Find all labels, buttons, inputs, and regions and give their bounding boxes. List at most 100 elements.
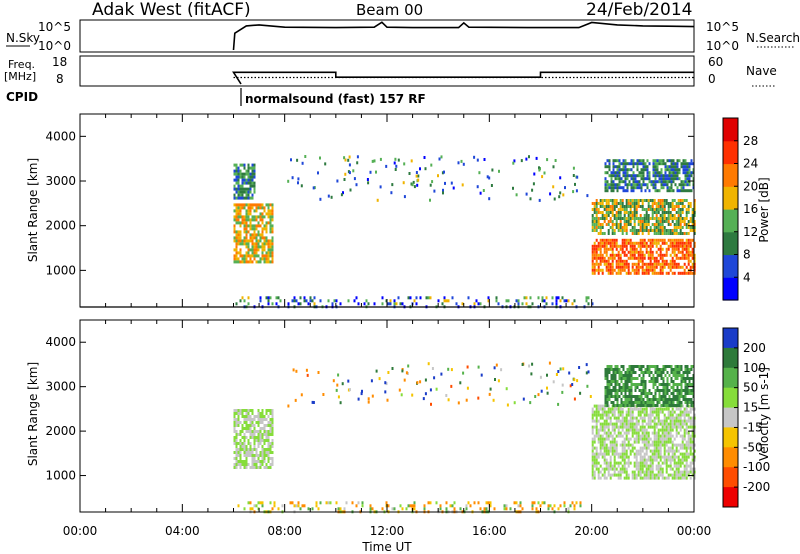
- heatmap-cell: [245, 448, 248, 451]
- heatmap-cell: [641, 446, 644, 450]
- heatmap-cell: [658, 171, 661, 175]
- heatmap-cell: [612, 168, 615, 172]
- heatmap-cell: [604, 371, 607, 374]
- heatmap-cell: [487, 296, 490, 300]
- heatmap-cell: [572, 166, 575, 170]
- heatmap-cell: [367, 397, 370, 401]
- heatmap-cell: [637, 440, 640, 444]
- heatmap-cell: [675, 476, 678, 480]
- heatmap-cell: [672, 368, 675, 371]
- heatmap-cell: [356, 155, 359, 159]
- heatmap-cell: [241, 172, 244, 176]
- heatmap-cell: [335, 501, 338, 505]
- heatmap-cell: [641, 437, 644, 441]
- heatmap-cell: [235, 436, 238, 439]
- heatmap-cell: [674, 168, 677, 172]
- heatmap-cell: [247, 448, 250, 451]
- heatmap-cell: [322, 393, 325, 396]
- heatmap-cell: [644, 392, 647, 395]
- heatmap-cell: [677, 232, 680, 235]
- heatmap-cell: [639, 425, 642, 429]
- heatmap-cell: [647, 464, 650, 468]
- heatmap-cell: [673, 214, 676, 217]
- heatmap-cell: [263, 242, 266, 246]
- heatmap-cell: [636, 377, 639, 380]
- heatmap-cell: [378, 377, 381, 381]
- heatmap-cell: [267, 302, 270, 306]
- heatmap-cell: [595, 256, 598, 260]
- heatmap-cell: [678, 368, 681, 371]
- heatmap-cell: [477, 302, 480, 306]
- heatmap-cell: [599, 232, 602, 235]
- heatmap-cell: [233, 236, 236, 240]
- heatmap-cell: [241, 442, 244, 445]
- heatmap-cell: [675, 473, 678, 477]
- heatmap-cell: [637, 199, 640, 202]
- heatmap-cell: [233, 442, 236, 445]
- heatmap-cell: [687, 205, 690, 208]
- heatmap-cell: [593, 470, 596, 474]
- heatmap-cell: [617, 244, 620, 248]
- heatmap-cell: [575, 501, 578, 505]
- heatmap-cell: [373, 159, 376, 163]
- heatmap-cell: [444, 181, 446, 185]
- heatmap-cell: [603, 199, 606, 202]
- heatmap-cell: [597, 467, 600, 471]
- heatmap-cell: [673, 226, 676, 229]
- heatmap-cell: [683, 428, 686, 432]
- heatmap-cell: [445, 507, 448, 511]
- heatmap-cell: [253, 460, 256, 463]
- heatmap-cell: [616, 395, 619, 398]
- heatmap-cell: [649, 238, 652, 242]
- heatmap-cell: [597, 419, 600, 423]
- heatmap-cell: [257, 230, 260, 234]
- heatmap-cell: [255, 415, 258, 418]
- heatmap-cell: [668, 168, 671, 172]
- heatmap-cell: [610, 389, 613, 392]
- heatmap-cell: [677, 220, 680, 223]
- heatmap-cell: [647, 470, 650, 474]
- heatmap-cell: [595, 410, 598, 414]
- heatmap-cell: [259, 412, 262, 415]
- heatmap-cell: [265, 212, 268, 216]
- heatmap-cell: [235, 254, 238, 258]
- heatmap-cell: [243, 257, 246, 261]
- heatmap-cell: [257, 439, 260, 442]
- heatmap-cell: [624, 174, 627, 178]
- heatmap-cell: [245, 421, 248, 424]
- heatmap-cell: [612, 368, 615, 371]
- heatmap-cell: [631, 253, 634, 257]
- heatmap-cell: [601, 214, 604, 217]
- heatmap-cell: [633, 437, 636, 441]
- heatmap-cell: [647, 467, 650, 471]
- heatmap-cell: [637, 223, 640, 226]
- heatmap-cell: [688, 392, 691, 395]
- heatmap-cell: [614, 374, 617, 377]
- heatmap-cell: [685, 238, 688, 242]
- heatmap-cell: [597, 208, 600, 211]
- heatmap-cell: [654, 183, 657, 187]
- heatmap-cell: [669, 449, 672, 453]
- heatmap-cell: [269, 466, 272, 469]
- heatmap-cell: [666, 183, 669, 187]
- heatmap-cell: [591, 443, 594, 447]
- colorbar-swatch: [723, 231, 738, 256]
- heatmap-cell: [603, 422, 606, 426]
- heatmap-cell: [660, 371, 663, 374]
- heatmap-cell: [661, 268, 664, 272]
- heatmap-cell: [628, 174, 631, 178]
- heatmap-cell: [617, 413, 620, 417]
- heatmap-cell: [685, 455, 688, 459]
- heatmap-cell: [613, 244, 616, 248]
- heatmap-cell: [538, 168, 541, 172]
- heatmap-cell: [249, 454, 252, 457]
- heatmap-cell: [669, 431, 672, 435]
- heatmap-cell: [665, 455, 668, 459]
- heatmap-cell: [611, 413, 614, 417]
- heatmap-cell: [599, 428, 602, 432]
- heatmap-cell: [465, 507, 468, 511]
- heatmap-cell: [593, 425, 596, 429]
- heatmap-cell: [265, 230, 268, 234]
- heatmap-cell: [615, 247, 618, 251]
- heatmap-cell: [638, 180, 641, 184]
